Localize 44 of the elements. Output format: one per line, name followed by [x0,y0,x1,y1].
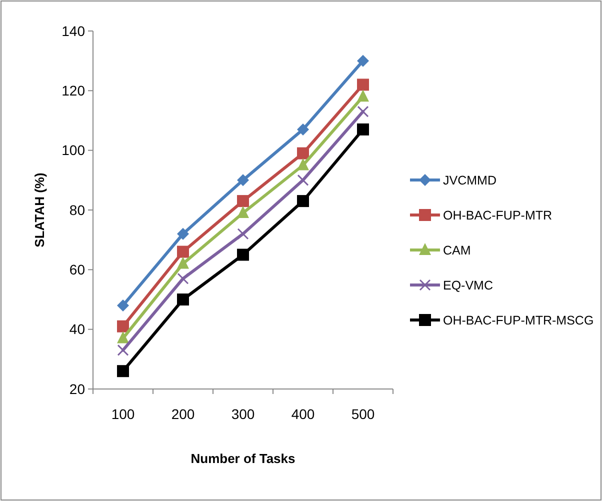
y-tick-label: 140 [62,22,86,39]
y-tick-label: 80 [69,202,86,218]
point [177,256,189,269]
legend-label: OH-BAC-FUP-MTR [443,208,552,222]
point [237,228,249,240]
y-axis-title: SLATAH (%) [32,172,47,248]
point [297,174,309,186]
legend-label: EQ-VMC [443,278,493,292]
x-tick-label: 500 [351,406,375,422]
point [117,320,129,332]
point [117,344,129,356]
point [297,123,309,136]
y-tick-label: 40 [69,321,86,338]
y-tick-label: 60 [69,262,86,278]
legend-label: CAM [443,243,471,258]
x-tick-label: 300 [231,406,255,422]
point [357,123,369,136]
point [357,90,369,102]
y-tick-label: 120 [62,82,86,99]
point [297,158,309,170]
point [357,78,369,91]
y-tick-label: 20 [69,380,86,397]
point [237,195,249,208]
point [177,294,189,306]
x-axis-title: Number of Tasks [190,451,296,466]
point [177,228,189,240]
point [117,299,129,312]
y-tick-label: 100 [62,142,86,158]
point [237,206,249,218]
point [297,147,309,160]
point [237,248,249,261]
point [177,272,189,284]
x-tick-label: 100 [111,406,135,422]
x-tick-label: 200 [171,406,195,422]
x-tick-label: 400 [291,406,315,422]
point [237,174,249,186]
point [357,54,369,67]
point [357,106,369,118]
point [177,246,189,258]
legend-label: OH-BAC-FUP-MTR-MSCG [443,313,594,328]
point [117,365,129,378]
point [117,331,129,344]
point [297,195,309,208]
legend-label: JVCMMD [443,173,496,188]
